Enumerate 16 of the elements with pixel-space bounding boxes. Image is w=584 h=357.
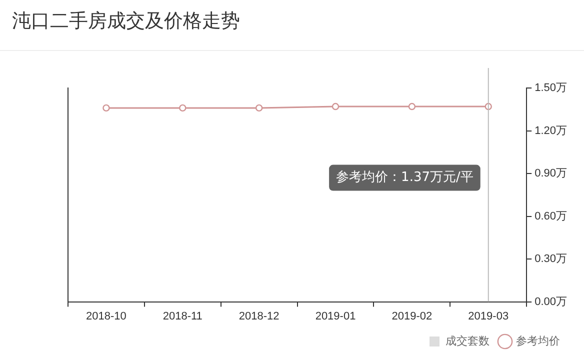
x-tick-label: 2018-12 [238, 310, 280, 322]
y-tick-label: 0.30万 [534, 253, 568, 266]
legend-label: 参考均价 [516, 334, 560, 348]
y-tick-label: 0.60万 [534, 210, 568, 222]
x-tick-label: 2019-01 [315, 310, 356, 322]
x-tick-label: 2018-11 [162, 310, 202, 322]
x-tick-label: 2019-02 [392, 310, 432, 322]
y-tick-label: 0.00万 [534, 296, 568, 308]
y-tick-label: 1.50万 [534, 82, 568, 94]
annotation: 参考均价：1.37万元/平 [336, 170, 474, 186]
y-tick-label: 1.20万 [534, 124, 568, 137]
x-tick-label: 2018-10 [86, 310, 126, 322]
x-tick-label: 2019-03 [468, 310, 509, 322]
y-tick-label: 0.90万 [534, 168, 568, 180]
chart-title: 沌口二手房成交及价格走势 [12, 9, 240, 34]
legend-label: 成交套数 [446, 334, 490, 348]
